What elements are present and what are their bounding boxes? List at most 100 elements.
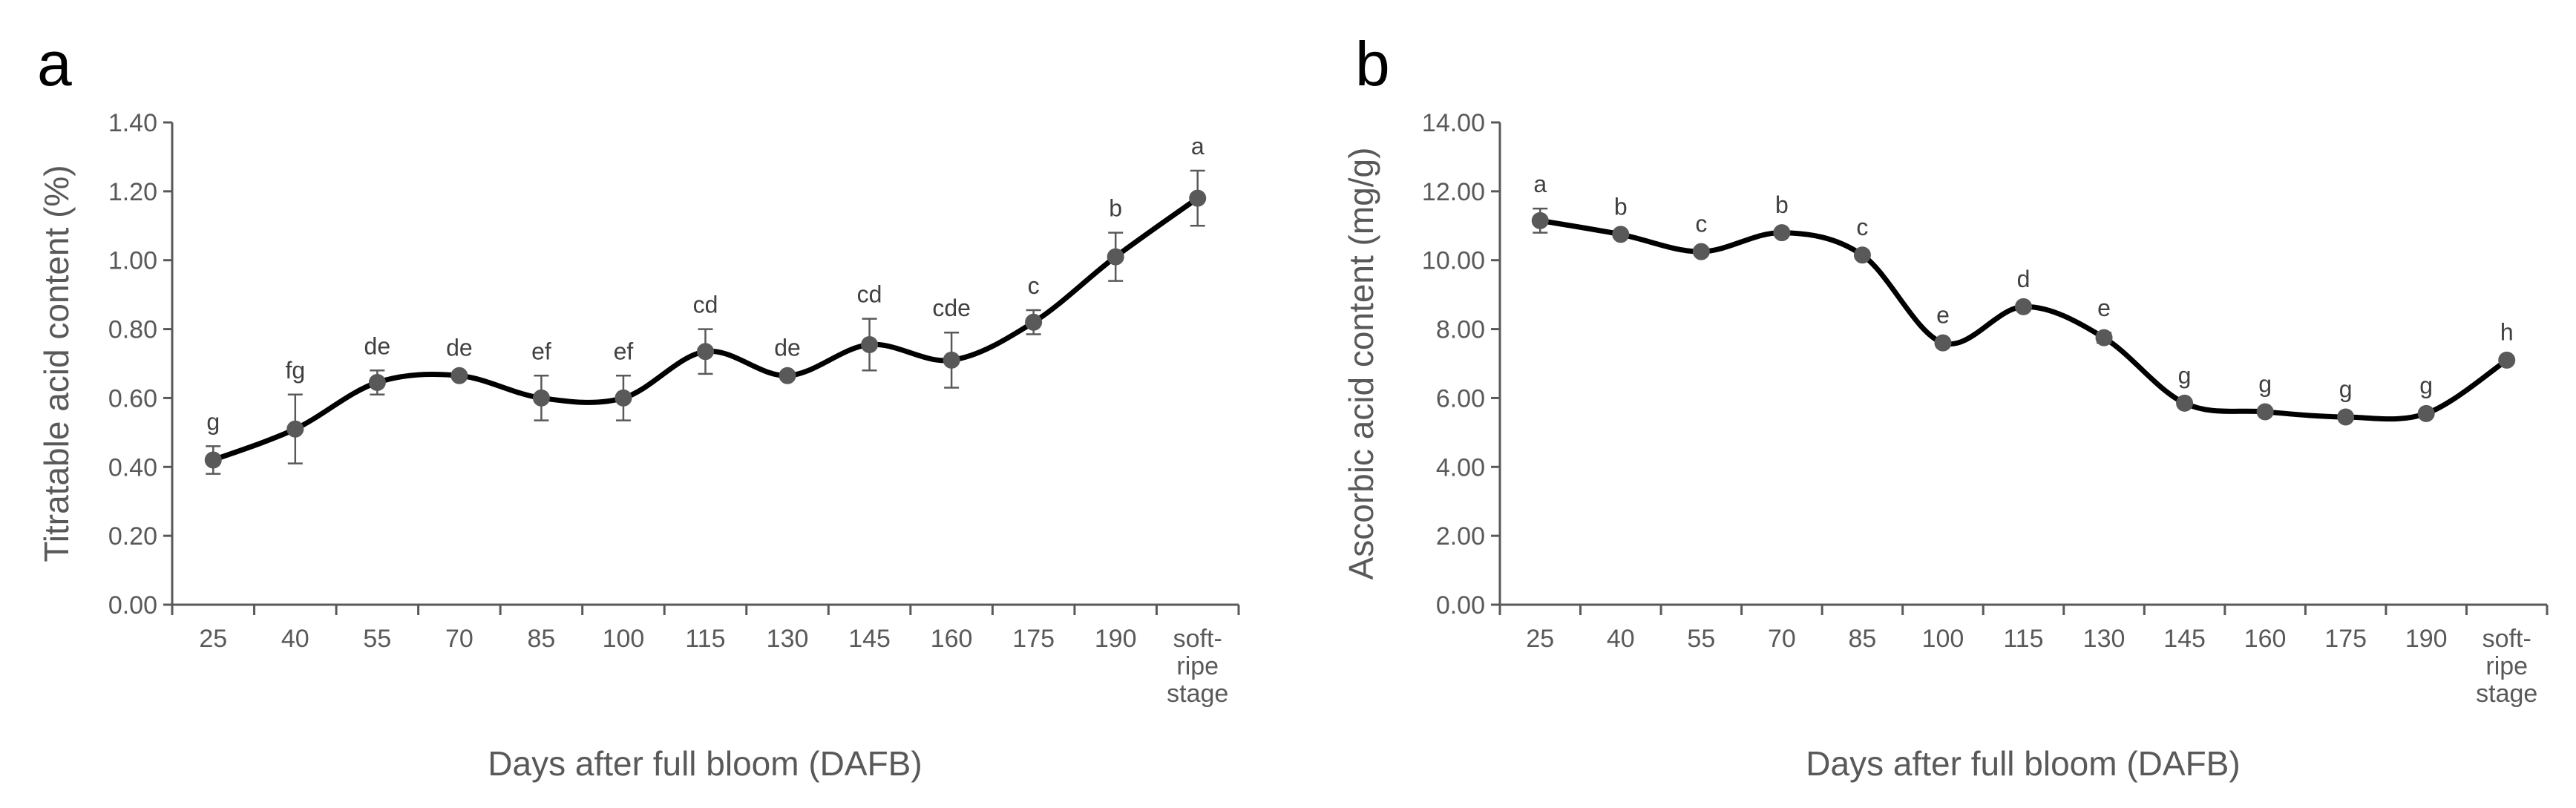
panel-a-significance-label: cde	[932, 295, 971, 321]
panel-a-significance-label: fg	[285, 357, 305, 384]
panel-b-x-tick-label: 70	[1768, 625, 1796, 653]
panel-a-x-axis-title: Days after full bloom (DAFB)	[488, 744, 922, 783]
panel-a-data-point	[861, 335, 879, 353]
panel-b-x-tick-label: 130	[2083, 625, 2126, 653]
panel-b-y-tick-label: 0.00	[1436, 591, 1485, 620]
panel-b-y-tick-label: 12.00	[1422, 178, 1485, 206]
panel-a-data-point	[614, 389, 632, 407]
panel-a-significance-label: ef	[614, 338, 634, 364]
panel-b: b Ascorbic acid content (mg/g) Days afte…	[1342, 29, 2549, 783]
panel-a-letter: a	[37, 29, 72, 99]
panel-a-data-point	[450, 367, 468, 384]
panel-b-data-point	[2176, 394, 2194, 412]
panel-a-significance-label: de	[446, 335, 473, 361]
panel-a-x-tick-label: 70	[445, 625, 473, 653]
panel-b-y-tick-label: 14.00	[1422, 109, 1485, 137]
panel-a-significance-label: c	[1028, 272, 1040, 299]
panel-a-x-tick-label: 115	[685, 625, 725, 653]
panel-a-x-tick-label: 160	[931, 625, 973, 653]
panel-b-data-point	[2498, 351, 2516, 369]
panel-a-x-tick-label: 145	[848, 625, 891, 653]
panel-a-significance-label: ef	[531, 338, 551, 364]
panel-b-significance-label: g	[2258, 370, 2272, 397]
panel-b-data-point	[1692, 243, 1710, 260]
panel-b-y-tick-label: 6.00	[1436, 384, 1485, 413]
panel-a-x-tick-label: 175	[1012, 625, 1055, 653]
panel-b-x-axis-title: Days after full bloom (DAFB)	[1806, 744, 2240, 783]
panel-a-data-point	[1107, 248, 1124, 266]
panel-a-significance-label: b	[1109, 195, 1122, 222]
panel-b-significance-label: e	[2097, 295, 2111, 321]
panel-b-x-tick-label: 145	[2163, 625, 2206, 653]
panel-b-data-point	[1853, 246, 1871, 264]
panel-a-y-tick-label: 0.80	[108, 316, 157, 344]
panel-a-y-axis-title: Titratable acid content (%)	[37, 165, 76, 562]
panel-b-significance-label: g	[2419, 372, 2433, 399]
panel-b-data-point	[1612, 226, 1630, 243]
panel-b-data-point	[2095, 329, 2113, 346]
panel-a-y-tick-label: 0.00	[108, 591, 157, 620]
panel-a-y-tick-label: 0.20	[108, 522, 157, 551]
panel-a-y-tick-label: 1.00	[108, 247, 157, 275]
panel-b-data-point	[1531, 211, 1549, 229]
panel-a-significance-label: cd	[857, 281, 882, 308]
panel-b-x-tick-label: 190	[2405, 625, 2448, 653]
panel-b-significance-label: b	[1614, 193, 1628, 220]
panel-a-x-tick-label: soft-ripe stage	[1167, 625, 1228, 708]
panel-b-x-tick-label: 175	[2324, 625, 2367, 653]
panel-a-y-tick-label: 1.20	[108, 178, 157, 206]
panel-b-y-tick-label: 2.00	[1436, 522, 1485, 551]
panel-a-y-tick-label: 0.40	[108, 453, 157, 482]
panel-b-significance-label: b	[1775, 191, 1789, 218]
panel-b-significance-label: d	[2017, 266, 2031, 292]
panel-a-x-tick-label: 100	[603, 625, 645, 653]
panel-b-significance-label: c	[1695, 210, 1707, 237]
panel-b-significance-label: g	[2178, 362, 2192, 389]
panel-b-x-tick-label: 100	[1922, 625, 1964, 653]
panel-a-data-point	[368, 374, 386, 392]
panel-b-data-point	[2337, 408, 2355, 426]
panel-b-y-tick-label: 10.00	[1422, 247, 1485, 275]
panel-b-x-tick-label: 160	[2244, 625, 2287, 653]
panel-b-x-tick-label: 25	[1526, 625, 1554, 653]
panel-b-data-point	[2417, 404, 2435, 422]
panel-a-y-tick-label: 1.40	[108, 109, 157, 137]
panel-a-x-tick-label: 25	[199, 625, 227, 653]
panel-b-data-point	[2015, 298, 2032, 315]
panel-b-significance-label: a	[1533, 171, 1547, 197]
panel-b-significance-label: c	[1856, 214, 1868, 240]
panel-b-y-tick-label: 8.00	[1436, 316, 1485, 344]
panel-b-x-tick-label: 85	[1849, 625, 1877, 653]
panel-b-x-tick-label: 40	[1607, 625, 1635, 653]
panel-b-significance-label: h	[2500, 319, 2514, 346]
panel-a: a Titratable acid content (%) Days after…	[37, 29, 1240, 783]
panel-a-data-point	[697, 343, 714, 361]
panel-a-y-tick-label: 0.60	[108, 384, 157, 413]
panel-a-data-point	[779, 367, 796, 384]
panel-a-significance-label: cd	[693, 292, 718, 318]
panel-b-data-point	[2256, 403, 2274, 421]
panel-a-x-tick-label: 130	[767, 625, 809, 653]
panel-b-series-line	[1537, 217, 2510, 422]
panel-a-significance-label: a	[1191, 133, 1205, 160]
panel-a-data-point	[204, 451, 222, 469]
panel-a-significance-label: de	[364, 332, 391, 359]
panel-b-y-axis-title: Ascorbic acid content (mg/g)	[1342, 148, 1380, 580]
panel-a-x-tick-label: 40	[281, 625, 309, 653]
panel-b-data-point	[1934, 334, 1952, 352]
panel-a-x-tick-label: 190	[1095, 625, 1137, 653]
panel-b-data-point	[1773, 224, 1791, 242]
panel-b-x-tick-label: 55	[1687, 625, 1715, 653]
panel-b-significance-label: g	[2339, 375, 2353, 402]
panel-a-significance-label: de	[774, 335, 801, 361]
panel-b-letter: b	[1355, 29, 1390, 99]
panel-b-x-tick-label: 115	[2003, 625, 2043, 653]
panel-a-data-point	[286, 420, 304, 438]
panel-a-data-point	[1025, 313, 1043, 331]
panel-a-data-point	[943, 351, 960, 369]
panel-a-x-tick-label: 55	[363, 625, 391, 653]
panel-b-x-tick-label: soft-ripe stage	[2476, 625, 2537, 708]
panel-a-data-point	[532, 389, 550, 407]
panel-b-y-tick-label: 4.00	[1436, 453, 1485, 482]
